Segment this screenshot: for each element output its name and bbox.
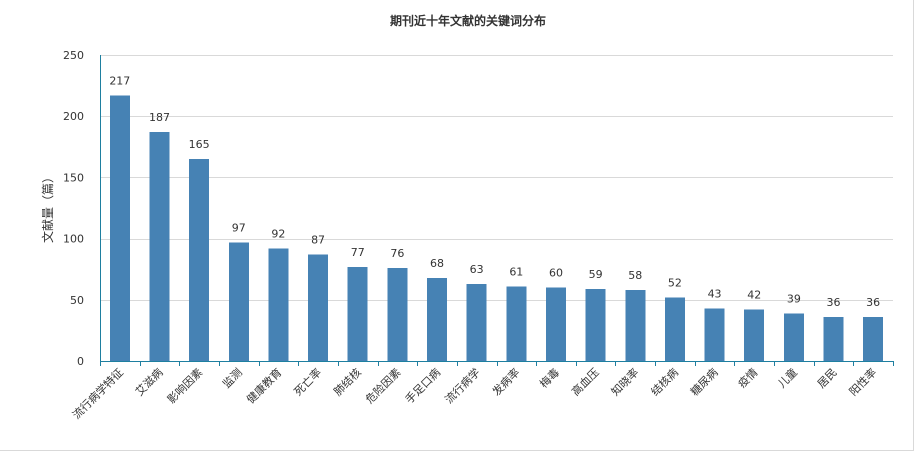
bar-19 [823, 316, 844, 361]
bar-7 [347, 266, 368, 361]
data-label: 165 [189, 138, 210, 151]
x-tick-label: 流行病学 [442, 365, 483, 406]
y-axis-label: 文献量（篇） [40, 171, 55, 243]
bar-20 [863, 316, 884, 361]
data-label: 58 [628, 269, 642, 282]
x-tick-label: 手足口病 [402, 365, 443, 406]
data-label: 76 [390, 247, 404, 260]
bar-16 [704, 308, 725, 361]
data-label: 36 [866, 296, 880, 309]
axes [100, 55, 894, 366]
data-labels: 217 187 165 97 92 87 77 76 68 63 61 60 59 58 52 43 42 39 3… [109, 74, 880, 309]
data-label: 77 [351, 246, 365, 259]
data-label: 92 [271, 227, 285, 240]
data-label: 43 [708, 287, 722, 300]
x-tick-label: 儿童 [775, 365, 800, 390]
y-tick-label: 200 [63, 110, 84, 123]
data-label: 39 [787, 292, 801, 305]
data-label: 36 [827, 296, 841, 309]
bar-12 [545, 287, 566, 361]
x-axis-tick-labels: 流行病学特征 艾滋病 影响因素 监测 健康教育 死亡率 肺结核 危险因素 手足口病 流行病学 发病率… [69, 365, 879, 422]
bar-14 [625, 290, 646, 361]
x-tick-label: 高血压 [569, 365, 602, 398]
bar-3 [189, 159, 210, 361]
grid-lines [100, 55, 893, 301]
x-tick-label: 影响因素 [165, 366, 205, 406]
bar-2 [149, 132, 170, 361]
data-label: 87 [311, 234, 325, 247]
data-label: 60 [549, 267, 563, 280]
bar-8 [387, 267, 408, 361]
y-tick-label: 50 [70, 294, 84, 307]
x-tick-label: 发病率 [489, 365, 522, 398]
bar-15 [664, 297, 685, 361]
x-tick-label: 流行病学特征 [69, 365, 126, 422]
x-tick-label: 梅毒 [537, 365, 562, 390]
bar-6 [308, 254, 329, 361]
y-tick-label: 100 [63, 233, 84, 246]
y-tick-label: 150 [63, 171, 84, 184]
x-tick-label: 肺结核 [331, 365, 364, 398]
chart-title: 期刊近十年文献的关键词分布 [390, 13, 546, 28]
x-tick-label: 死亡率 [291, 365, 324, 398]
y-axis-ticks: 0 50 100 150 200 250 [63, 49, 84, 368]
y-tick-label: 250 [63, 49, 84, 62]
data-label: 61 [509, 265, 523, 278]
x-tick-label: 居民 [815, 366, 840, 391]
data-label: 97 [232, 221, 246, 234]
bar-13 [585, 288, 606, 361]
bar-17 [744, 309, 765, 361]
data-label: 52 [668, 276, 682, 289]
data-label: 68 [430, 257, 444, 270]
x-tick-label: 知晓率 [608, 365, 641, 398]
data-label: 187 [149, 111, 170, 124]
data-label: 63 [470, 263, 484, 276]
x-tick-label: 艾滋病 [132, 365, 165, 398]
x-tick-label: 监测 [220, 366, 245, 391]
data-label: 217 [109, 74, 130, 87]
bar-10 [466, 283, 487, 361]
bar-1 [109, 95, 130, 361]
bar-9 [427, 277, 448, 361]
x-tick-label: 阳性率 [846, 365, 879, 398]
x-tick-label: 糖尿病 [687, 365, 720, 398]
data-label: 42 [747, 289, 761, 302]
bar-11 [506, 286, 527, 361]
x-tick-label: 危险因素 [362, 365, 403, 406]
bars [109, 95, 884, 361]
bar-5 [268, 248, 289, 361]
x-tick-label: 健康教育 [244, 365, 285, 406]
data-label: 59 [589, 268, 603, 281]
bar-18 [783, 313, 804, 361]
x-tick-label: 结核病 [648, 365, 681, 398]
bar-4 [228, 242, 249, 361]
y-tick-label: 0 [77, 355, 84, 368]
x-tick-label: 疫情 [735, 365, 760, 390]
